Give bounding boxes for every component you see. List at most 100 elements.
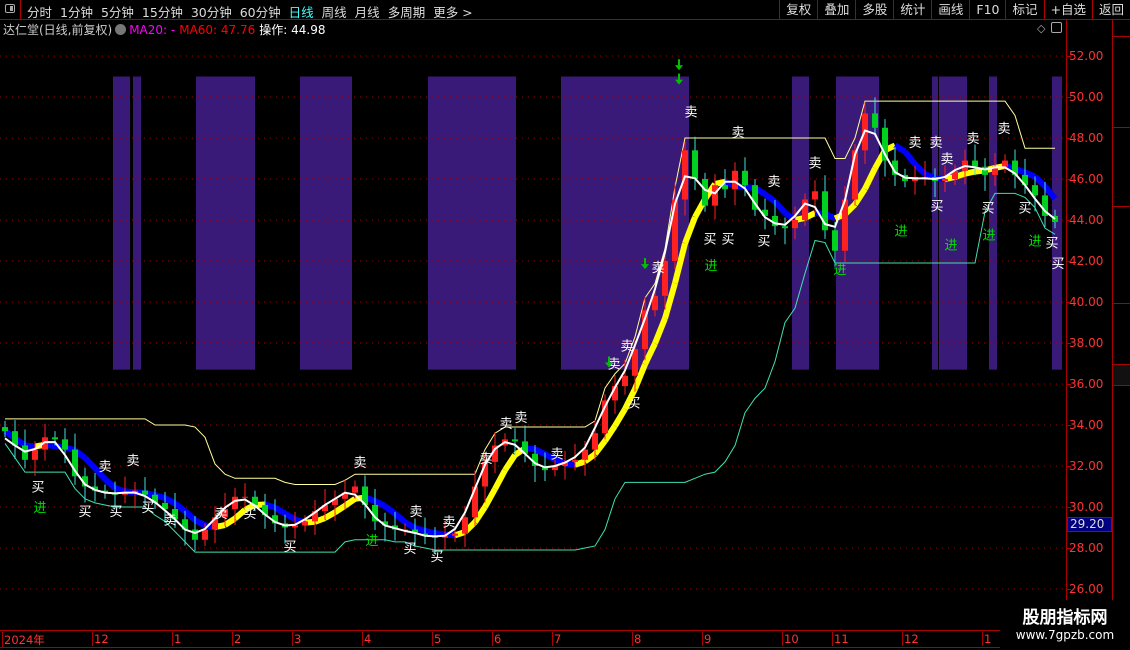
candle-body — [1022, 174, 1028, 186]
trend-band-segment — [652, 317, 668, 345]
dropdown-icon[interactable] — [115, 24, 127, 35]
trend-band-segment — [543, 451, 557, 463]
more-periods-button[interactable]: 更多 > — [433, 5, 473, 20]
tab-period[interactable]: 周线 — [321, 5, 347, 20]
candle-body — [2, 427, 8, 432]
candle-body — [1042, 195, 1048, 216]
trend-band-segment — [893, 142, 907, 155]
candle-body — [812, 191, 818, 200]
side-tab[interactable] — [1113, 207, 1130, 304]
candle-body — [522, 441, 528, 454]
overlay-button[interactable]: 叠加 — [817, 0, 855, 19]
tab-period-daily[interactable]: 日线 — [288, 5, 314, 20]
signal-label: 买 — [141, 501, 154, 516]
trend-band-segment — [182, 508, 198, 523]
back-button[interactable]: 返回 — [1091, 0, 1130, 19]
signal-label: 卖 — [808, 157, 821, 172]
tab-period[interactable]: 60分钟 — [239, 5, 281, 20]
trend-band-segment — [333, 503, 347, 515]
candle-body — [782, 226, 788, 229]
trend-band-segment — [642, 342, 658, 366]
trend-band-segment — [502, 453, 518, 472]
candle-body — [952, 170, 958, 179]
trend-band-segment — [763, 191, 777, 204]
trend-band-segment — [283, 510, 297, 522]
y-tick-label: 36.00 — [1065, 377, 1104, 391]
tab-period[interactable]: 月线 — [354, 5, 380, 20]
signal-label: 买 — [243, 507, 256, 522]
side-tab[interactable] — [1113, 20, 1130, 37]
signal-label: 卖 — [442, 515, 455, 530]
side-tab[interactable] — [1113, 37, 1130, 128]
trend-band-segment — [424, 527, 436, 537]
signal-label: 买 — [703, 232, 716, 247]
tab-period[interactable]: 15分钟 — [141, 5, 183, 20]
mark-button[interactable]: 标记 — [1005, 0, 1043, 19]
draw-line-button[interactable]: 画线 — [931, 0, 969, 19]
signal-label: 卖 — [499, 417, 512, 432]
candle-body — [882, 127, 888, 161]
candle-body — [142, 490, 148, 495]
candle-body — [612, 386, 618, 401]
trend-band-segment — [602, 424, 618, 443]
trend-band-segment — [622, 387, 638, 411]
diamond-icon[interactable]: ◇ — [1037, 22, 1046, 35]
sidebar-toggle-icon[interactable] — [0, 0, 21, 19]
candle-body — [892, 160, 898, 175]
candle-body — [132, 490, 138, 493]
panel-toggle-icon[interactable] — [1051, 22, 1063, 33]
trend-band-segment — [902, 149, 918, 167]
restore-rights-button[interactable]: 复权 — [779, 0, 817, 19]
highlight-zone — [989, 76, 997, 370]
signal-label: 买 — [721, 232, 734, 247]
candle-body — [552, 466, 558, 471]
tab-period[interactable]: 1分钟 — [60, 5, 93, 20]
x-tick-label: 6 — [492, 632, 502, 646]
trend-band-segment — [583, 451, 597, 464]
signal-label: 卖 — [966, 132, 979, 147]
candle-body — [722, 185, 728, 190]
tab-period[interactable]: 多周期 — [387, 5, 426, 20]
signal-label: 进 — [33, 501, 46, 516]
side-tab[interactable] — [1113, 128, 1130, 207]
x-tick-label: 1 — [982, 632, 992, 646]
trend-band-segment — [1023, 169, 1037, 180]
candle-body — [622, 375, 628, 387]
trend-band-segment — [233, 507, 247, 521]
highlight-zone — [561, 76, 689, 370]
trend-band-segment — [1042, 184, 1058, 201]
signal-label: 卖 — [684, 105, 697, 120]
side-tab[interactable] — [1113, 304, 1130, 365]
trend-band-segment — [912, 162, 928, 177]
tab-period[interactable]: 分时 — [27, 5, 53, 20]
highlight-zone — [1052, 76, 1062, 370]
f10-button[interactable]: F10 — [969, 0, 1005, 19]
tab-period[interactable]: 30分钟 — [190, 5, 232, 20]
candle-body — [582, 449, 588, 460]
trend-band-segment — [592, 439, 608, 456]
right-side-tabs[interactable] — [1112, 20, 1130, 630]
side-tab[interactable] — [1113, 365, 1130, 386]
trend-band-segment — [414, 525, 426, 534]
trend-band-segment — [393, 511, 407, 525]
signal-label: 卖 — [908, 136, 921, 151]
trend-band-segment — [114, 485, 126, 495]
signal-label: 卖 — [651, 261, 664, 276]
period-tabs: 分时 1分钟 5分钟 15分钟 30分钟 60分钟 日线 周线 月线 多周期 更… — [27, 2, 473, 21]
multi-stock-button[interactable]: 多股 — [855, 0, 893, 19]
current-price-tag: 29.20 — [1067, 517, 1112, 532]
candle-body — [42, 437, 48, 450]
candle-body — [92, 486, 98, 491]
candle-body — [492, 445, 498, 462]
candle-body — [52, 437, 58, 440]
trend-band-segment — [102, 476, 118, 491]
signal-label: 卖 — [550, 448, 563, 463]
statistics-button[interactable]: 统计 — [893, 0, 931, 19]
add-watchlist-button[interactable]: +自选 — [1043, 0, 1092, 19]
trend-band-segment — [682, 216, 698, 245]
signal-label: 进 — [704, 259, 717, 274]
trend-band-segment — [862, 167, 878, 191]
trend-band-segment — [373, 498, 387, 509]
candlestick-chart[interactable]: 卖卖卖卖卖卖卖卖卖 卖卖卖卖卖卖卖卖卖卖 卖卖卖卖买买买买买买 买买买买买买买买买买买… — [0, 38, 1066, 628]
tab-period[interactable]: 5分钟 — [100, 5, 134, 20]
